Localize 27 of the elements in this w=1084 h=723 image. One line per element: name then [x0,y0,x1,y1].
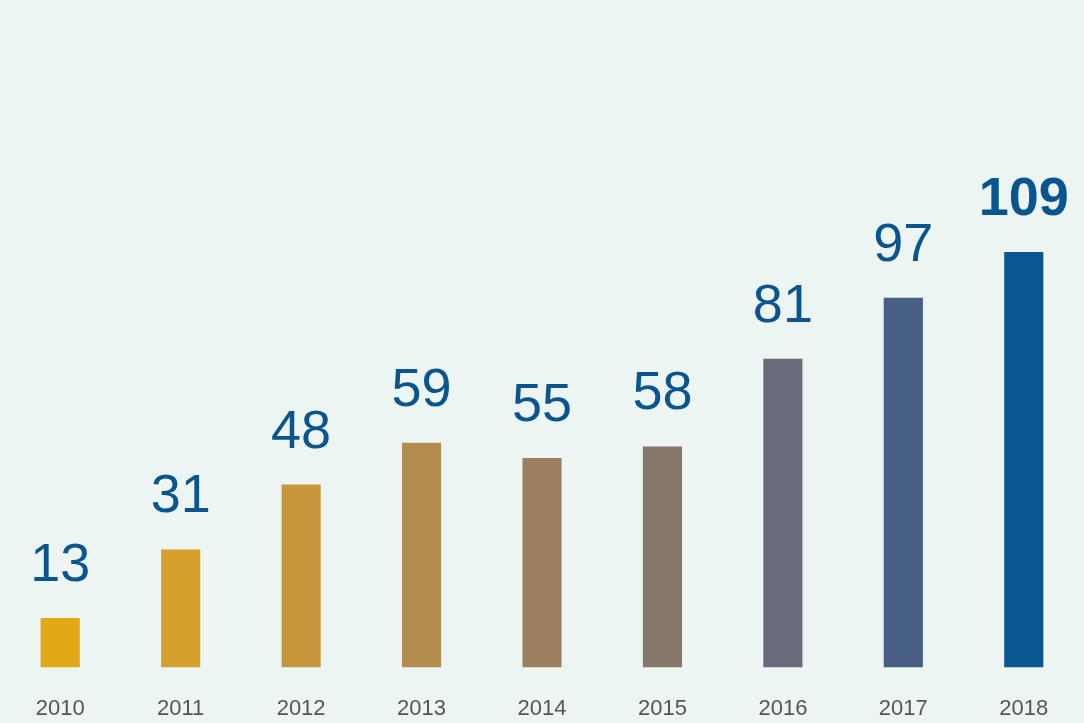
data-label: 59 [391,356,452,417]
data-label: 48 [271,398,332,459]
data-label: 97 [873,211,934,272]
bar [40,618,80,668]
bar [281,484,321,668]
x-tick-label: 2016 [758,694,808,720]
x-tick-label: 2010 [35,694,85,720]
x-tick-label: 2012 [276,694,326,720]
x-tick-label: 2013 [397,694,447,720]
x-tick-label: 2014 [517,694,567,720]
data-label: 31 [150,463,211,524]
x-tick-label: 2018 [999,694,1049,720]
data-label: 109 [978,166,1069,226]
bar [401,442,442,668]
bar [161,549,201,668]
x-tick-label: 2017 [878,694,928,720]
data-label: 13 [30,532,91,593]
bar [883,297,923,668]
bar [642,446,683,668]
bar [1004,252,1044,668]
x-tick-label: 2015 [637,694,687,720]
data-label: 55 [511,371,573,432]
bar [763,358,803,668]
x-tick-label: 2011 [157,694,205,720]
data-label: 58 [632,360,693,421]
bar [522,457,562,668]
data-label: 81 [752,272,813,333]
